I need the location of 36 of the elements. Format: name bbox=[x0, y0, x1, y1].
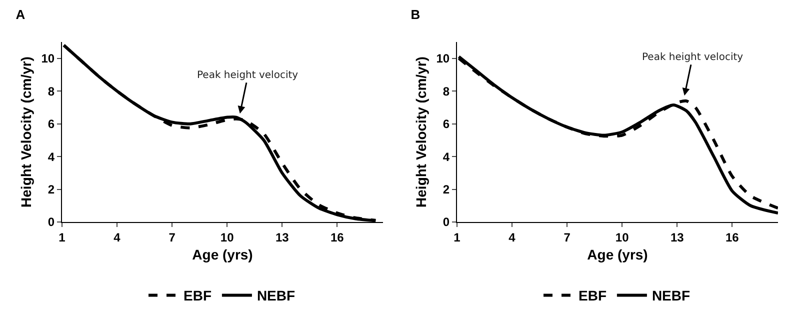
annotation: Peak height velocity bbox=[642, 52, 744, 63]
y-tick-label: 6 bbox=[48, 117, 55, 132]
x-tick-label: 4 bbox=[508, 230, 516, 244]
y-tick-label: 2 bbox=[442, 182, 450, 196]
x-tick-label: 1 bbox=[58, 230, 66, 244]
legend-label: EBF bbox=[578, 288, 607, 304]
chart-title: B bbox=[410, 6, 420, 22]
y-tick-label: 8 bbox=[48, 84, 55, 98]
legend-label: NEBF bbox=[652, 288, 691, 304]
x-tick-label: 10 bbox=[220, 230, 234, 244]
x-tick-label: 1 bbox=[454, 230, 461, 244]
y-axis-title: Height Velocity (cm/yr) bbox=[18, 56, 34, 208]
legend-label: NEBF bbox=[256, 288, 296, 304]
x-tick-label: 16 bbox=[725, 230, 740, 244]
y-tick-label: 4 bbox=[48, 150, 55, 164]
y-tick-label: 4 bbox=[442, 150, 450, 164]
y-tick-label: 2 bbox=[48, 182, 55, 196]
x-tick-label: 10 bbox=[615, 230, 630, 244]
y-tick-label: 8 bbox=[442, 84, 450, 98]
x-tick-label: 7 bbox=[168, 230, 176, 244]
legend-label: EBF bbox=[184, 288, 212, 304]
y-tick-label: 6 bbox=[442, 117, 450, 132]
y-tick-label: 10 bbox=[41, 52, 55, 66]
x-tick-label: 16 bbox=[330, 230, 344, 244]
y-axis-title: Height Velocity (cm/yr) bbox=[412, 56, 429, 208]
x-axis-title: Age (yrs) bbox=[192, 246, 253, 263]
x-tick-label: 7 bbox=[564, 230, 571, 244]
chart-title: A bbox=[16, 6, 26, 22]
y-tick-label: 0 bbox=[48, 215, 55, 230]
x-tick-label: 13 bbox=[670, 230, 684, 244]
y-tick-label: 10 bbox=[436, 52, 450, 66]
x-tick-label: 13 bbox=[275, 230, 290, 244]
y-tick-label: 0 bbox=[442, 215, 450, 230]
x-axis-title: Age (yrs) bbox=[587, 246, 648, 263]
x-tick-label: 4 bbox=[114, 230, 121, 244]
annotation: Peak height velocity bbox=[197, 70, 298, 81]
